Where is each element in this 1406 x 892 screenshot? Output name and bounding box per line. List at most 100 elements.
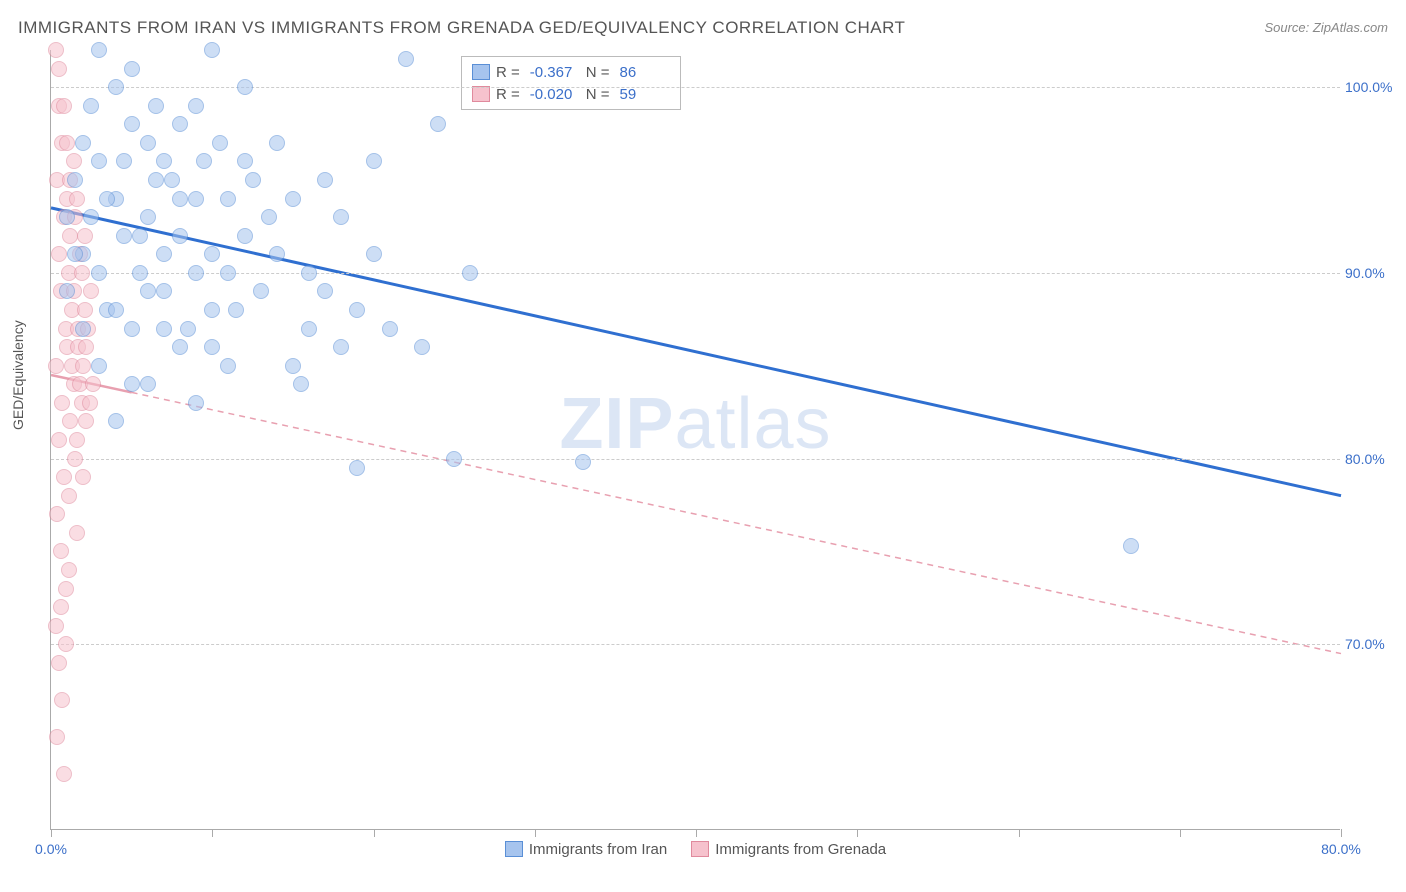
data-point xyxy=(74,265,90,281)
data-point xyxy=(67,246,83,262)
data-point xyxy=(69,191,85,207)
data-point xyxy=(237,79,253,95)
data-point xyxy=(48,42,64,58)
legend-swatch xyxy=(472,86,490,102)
gridline xyxy=(51,273,1340,274)
data-point xyxy=(61,562,77,578)
x-tick-label: 0.0% xyxy=(35,841,67,857)
data-point xyxy=(172,116,188,132)
data-point xyxy=(237,153,253,169)
data-point xyxy=(446,451,462,467)
x-tick xyxy=(857,829,858,837)
data-point xyxy=(228,302,244,318)
data-point xyxy=(212,135,228,151)
y-tick-label: 80.0% xyxy=(1345,451,1400,467)
data-point xyxy=(108,413,124,429)
y-tick-label: 100.0% xyxy=(1345,79,1400,95)
data-point xyxy=(237,228,253,244)
data-point xyxy=(366,246,382,262)
data-point xyxy=(156,153,172,169)
data-point xyxy=(140,283,156,299)
data-point xyxy=(51,655,67,671)
data-point xyxy=(69,432,85,448)
data-point xyxy=(67,172,83,188)
data-point xyxy=(575,454,591,470)
data-point xyxy=(54,692,70,708)
data-point xyxy=(220,191,236,207)
data-point xyxy=(75,469,91,485)
data-point xyxy=(116,228,132,244)
data-point xyxy=(83,283,99,299)
data-point xyxy=(49,729,65,745)
data-point xyxy=(269,246,285,262)
data-point xyxy=(62,413,78,429)
data-point xyxy=(317,283,333,299)
legend-stat-row: R =-0.367N =86 xyxy=(472,61,670,83)
data-point xyxy=(414,339,430,355)
data-point xyxy=(1123,538,1139,554)
legend-r-value: -0.367 xyxy=(530,64,580,81)
data-point xyxy=(148,172,164,188)
data-point xyxy=(53,599,69,615)
x-tick xyxy=(1180,829,1181,837)
x-tick xyxy=(535,829,536,837)
data-point xyxy=(51,432,67,448)
data-point xyxy=(269,135,285,151)
data-point xyxy=(204,339,220,355)
source-label: Source: ZipAtlas.com xyxy=(1264,20,1388,35)
y-tick-label: 90.0% xyxy=(1345,265,1400,281)
data-point xyxy=(220,265,236,281)
data-point xyxy=(91,265,107,281)
data-point xyxy=(430,116,446,132)
data-point xyxy=(317,172,333,188)
data-point xyxy=(333,339,349,355)
data-point xyxy=(285,191,301,207)
data-point xyxy=(59,283,75,299)
data-point xyxy=(58,581,74,597)
data-point xyxy=(85,376,101,392)
data-point xyxy=(53,543,69,559)
data-point xyxy=(382,321,398,337)
data-point xyxy=(140,209,156,225)
data-point xyxy=(78,339,94,355)
data-point xyxy=(366,153,382,169)
x-tick xyxy=(51,829,52,837)
chart-title: IMMIGRANTS FROM IRAN VS IMMIGRANTS FROM … xyxy=(18,18,905,37)
data-point xyxy=(67,451,83,467)
data-point xyxy=(245,172,261,188)
data-point xyxy=(56,469,72,485)
data-point xyxy=(48,358,64,374)
data-point xyxy=(58,636,74,652)
scatter-chart: ZIPatlas R =-0.367N =86R =-0.020N =59 Im… xyxy=(50,50,1340,830)
data-point xyxy=(124,116,140,132)
legend-swatch xyxy=(472,64,490,80)
x-tick xyxy=(374,829,375,837)
data-point xyxy=(51,61,67,77)
data-point xyxy=(124,321,140,337)
data-point xyxy=(75,321,91,337)
legend-swatch xyxy=(691,841,709,857)
data-point xyxy=(99,191,115,207)
data-point xyxy=(204,42,220,58)
legend-n-value: 86 xyxy=(620,64,670,81)
data-point xyxy=(172,339,188,355)
data-point xyxy=(77,302,93,318)
data-point xyxy=(188,191,204,207)
data-point xyxy=(83,209,99,225)
data-point xyxy=(124,61,140,77)
data-point xyxy=(82,395,98,411)
data-point xyxy=(172,191,188,207)
data-point xyxy=(293,376,309,392)
x-tick xyxy=(1019,829,1020,837)
data-point xyxy=(301,321,317,337)
data-point xyxy=(124,376,140,392)
legend-series-label: Immigrants from Grenada xyxy=(715,841,886,858)
legend-series-item: Immigrants from Iran xyxy=(505,841,667,858)
data-point xyxy=(462,265,478,281)
data-point xyxy=(108,302,124,318)
data-point xyxy=(91,42,107,58)
gridline xyxy=(51,459,1340,460)
legend-n-label: N = xyxy=(586,64,610,81)
legend-series-label: Immigrants from Iran xyxy=(529,841,667,858)
data-point xyxy=(59,209,75,225)
